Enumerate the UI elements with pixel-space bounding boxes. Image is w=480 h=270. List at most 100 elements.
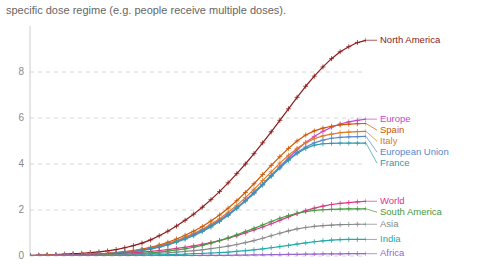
label-connector [366, 253, 377, 254]
series-line [30, 143, 366, 256]
marker [346, 251, 351, 256]
marker [200, 253, 205, 256]
grid-line [30, 164, 366, 165]
marker [286, 158, 291, 163]
y-tick-label: 0 [18, 250, 24, 261]
marker [320, 238, 325, 243]
series-line [30, 239, 366, 256]
marker [312, 208, 317, 213]
marker [329, 202, 334, 207]
series-label: France [380, 157, 410, 168]
marker [329, 141, 334, 146]
marker [105, 253, 110, 256]
marker [338, 141, 343, 146]
marker [277, 231, 282, 236]
marker [217, 238, 222, 243]
marker [217, 245, 222, 250]
marker [277, 252, 282, 256]
marker [252, 252, 257, 256]
marker [295, 252, 300, 256]
marker [269, 219, 274, 224]
marker [114, 252, 119, 256]
marker [277, 154, 282, 159]
marker [364, 237, 367, 242]
series-line [30, 209, 366, 256]
marker [208, 225, 213, 230]
marker [183, 237, 188, 242]
marker [243, 162, 248, 167]
marker [234, 232, 239, 237]
marker [252, 181, 257, 186]
marker [338, 237, 343, 242]
marker [243, 190, 248, 195]
marker [329, 124, 334, 129]
marker [243, 248, 248, 253]
marker [286, 252, 291, 256]
chart: specific dose regime (e.g. people receiv… [0, 0, 480, 270]
marker [217, 253, 222, 256]
marker [36, 254, 41, 257]
marker [200, 243, 205, 248]
marker [234, 171, 239, 176]
marker [234, 253, 239, 256]
marker [338, 122, 343, 127]
marker [226, 213, 231, 218]
grid-line [30, 72, 366, 73]
marker [234, 198, 239, 203]
marker [226, 235, 231, 240]
series-label: South America [380, 206, 442, 217]
marker [183, 253, 188, 256]
marker [105, 252, 110, 256]
marker [243, 199, 248, 204]
marker [174, 224, 179, 229]
marker [140, 253, 145, 256]
marker [346, 222, 351, 227]
marker [338, 135, 343, 140]
marker [329, 238, 334, 243]
marker [364, 199, 367, 204]
marker [30, 254, 33, 257]
marker [346, 206, 351, 211]
marker [148, 252, 153, 256]
marker [88, 253, 93, 256]
marker [355, 129, 360, 134]
marker [295, 242, 300, 247]
marker [329, 223, 334, 228]
series-label: Italy [380, 135, 398, 146]
marker [303, 225, 308, 230]
marker [191, 253, 196, 256]
marker [303, 209, 308, 214]
marker [140, 253, 145, 256]
marker [260, 222, 265, 227]
series-line [30, 119, 366, 255]
marker [252, 226, 257, 231]
marker [303, 84, 308, 89]
marker [355, 134, 360, 139]
marker [277, 166, 282, 171]
marker [114, 253, 119, 256]
series-line [30, 224, 366, 256]
marker [148, 237, 153, 242]
marker [191, 233, 196, 238]
series-label: Spain [380, 124, 404, 135]
marker [295, 139, 300, 144]
marker [260, 183, 265, 188]
marker [183, 218, 188, 223]
marker [338, 49, 343, 54]
marker [157, 233, 162, 238]
marker [45, 254, 50, 257]
marker [320, 141, 325, 146]
label-connector [366, 209, 377, 212]
series-line [30, 124, 366, 256]
marker [243, 229, 248, 234]
series-line [30, 131, 366, 255]
marker [165, 252, 170, 256]
series-line [30, 136, 366, 255]
marker [364, 134, 367, 139]
marker [329, 56, 334, 61]
marker [260, 246, 265, 251]
marker [114, 253, 119, 256]
marker [312, 74, 317, 79]
marker [131, 253, 136, 256]
marker [312, 143, 317, 148]
